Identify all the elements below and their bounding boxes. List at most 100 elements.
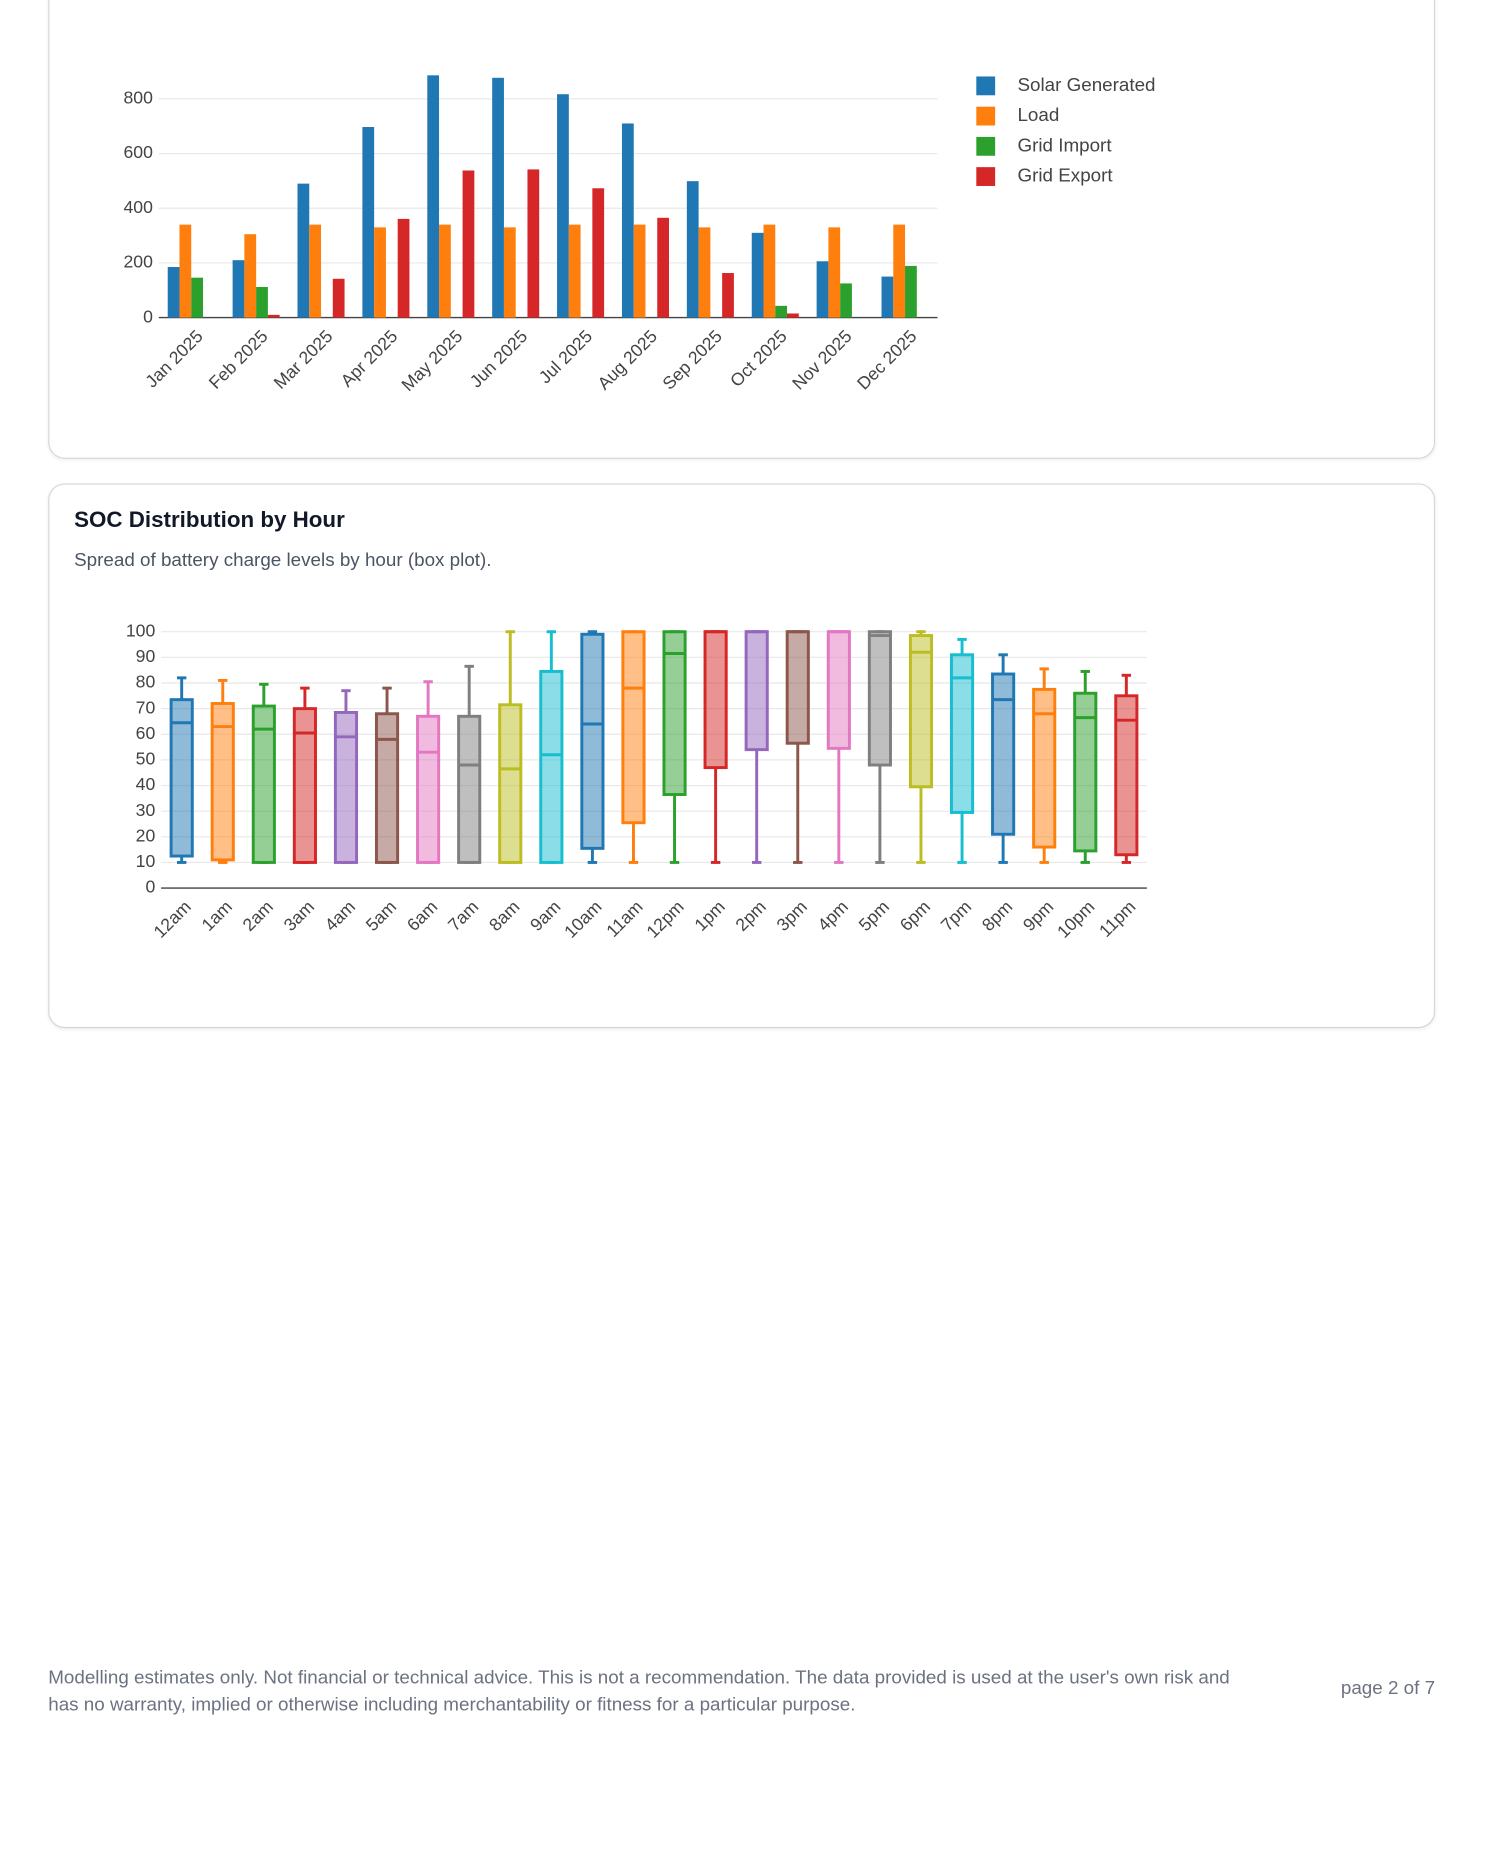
y-tick-label: 0 <box>143 306 153 326</box>
bar <box>698 227 711 318</box>
x-tick-label: 4pm <box>814 897 852 935</box>
box <box>867 630 892 767</box>
box <box>169 698 194 858</box>
x-tick-label: 4am <box>321 897 359 935</box>
y-tick-label: 60 <box>136 723 156 743</box>
bar <box>256 286 268 318</box>
bar <box>686 181 699 318</box>
y-tick-label: 10 <box>136 851 156 871</box>
bar <box>787 313 799 318</box>
bar <box>244 234 257 318</box>
y-tick-label: 100 <box>126 620 156 640</box>
x-tick-label: 3pm <box>773 897 811 935</box>
x-tick-label: 12am <box>150 897 195 942</box>
disclaimer: Modelling estimates only. Not financial … <box>48 1667 1230 1716</box>
y-tick-label: 200 <box>123 252 153 272</box>
bar <box>309 224 322 318</box>
legend-label: Solar Generated <box>1017 74 1155 95</box>
legend-label: Grid Import <box>1017 134 1112 155</box>
bar <box>621 123 634 318</box>
x-tick-label: 10pm <box>1053 897 1098 942</box>
x-tick-label: Sep 2025 <box>658 326 726 394</box>
bar <box>557 94 569 318</box>
bar <box>232 260 245 318</box>
bar <box>592 188 605 318</box>
bar <box>179 224 192 318</box>
bar <box>828 227 841 318</box>
page-number: page 2 of 7 <box>1340 1678 1436 1699</box>
bar <box>374 227 386 318</box>
box <box>949 653 975 814</box>
box <box>498 703 523 864</box>
x-tick-label: 9pm <box>1019 897 1057 935</box>
x-tick-label: 8am <box>485 897 523 935</box>
bar <box>775 305 788 318</box>
bar <box>633 224 646 318</box>
x-tick-label: Jan 2025 <box>141 326 207 392</box>
x-tick-label: 12pm <box>642 897 687 942</box>
y-tick-label: 50 <box>136 749 156 769</box>
y-tick-label: 800 <box>123 88 153 108</box>
x-tick-label: 9am <box>526 897 564 935</box>
bar <box>816 261 829 318</box>
bar <box>427 75 440 318</box>
bar <box>503 227 516 318</box>
bar <box>267 314 280 318</box>
bar <box>893 224 906 318</box>
box <box>457 714 482 864</box>
box <box>374 712 400 864</box>
box <box>580 632 605 850</box>
y-tick-label: 0 <box>145 877 155 897</box>
x-tick-label: Feb 2025 <box>205 326 272 393</box>
bar <box>167 267 180 318</box>
legend-swatch <box>976 167 996 186</box>
y-tick-label: 20 <box>136 825 156 845</box>
box <box>991 672 1016 836</box>
box <box>662 630 687 796</box>
x-tick-label: 6pm <box>896 897 934 935</box>
box <box>744 630 769 752</box>
bar <box>191 277 204 318</box>
bar <box>362 127 375 318</box>
bar <box>657 217 670 318</box>
bar <box>462 170 475 318</box>
y-tick-label: 600 <box>123 142 153 162</box>
x-tick-label: 3am <box>280 897 318 935</box>
x-tick-label: Apr 2025 <box>337 326 402 391</box>
soc-card: SOC Distribution by Hour Spread of batte… <box>48 483 1436 1029</box>
bar <box>397 218 410 318</box>
box <box>416 714 441 864</box>
bar <box>751 232 764 318</box>
x-tick-label: May 2025 <box>397 326 466 395</box>
legend-swatch <box>976 136 996 156</box>
box <box>210 702 235 862</box>
bar <box>722 273 734 318</box>
x-tick-label: 8pm <box>978 897 1016 935</box>
x-tick-label: Oct 2025 <box>726 326 791 391</box>
y-tick-label: 80 <box>136 672 156 692</box>
legend-swatch <box>976 106 996 126</box>
box <box>333 710 359 864</box>
x-tick-label: 7am <box>444 897 482 935</box>
x-tick-label: Jul 2025 <box>535 326 596 387</box>
box <box>1073 691 1098 853</box>
bar <box>568 224 581 318</box>
x-tick-label: Dec 2025 <box>853 326 921 394</box>
box <box>908 634 934 789</box>
y-tick-label: 90 <box>136 646 156 666</box>
bar <box>527 169 540 318</box>
x-tick-label: 5pm <box>855 897 893 935</box>
x-tick-label: 1am <box>198 897 236 935</box>
legend-label: Load <box>1017 104 1059 125</box>
chart-title: SOC Distribution by Hour <box>74 508 345 533</box>
legend-label: Grid Export <box>1017 165 1113 186</box>
bar <box>881 276 894 318</box>
x-tick-label: Mar 2025 <box>270 326 337 393</box>
energy-card <box>48 0 1436 459</box>
x-tick-label: 2am <box>239 897 277 935</box>
x-tick-label: 7pm <box>937 897 975 935</box>
bar <box>492 77 504 318</box>
x-tick-label: 2pm <box>731 897 769 935</box>
